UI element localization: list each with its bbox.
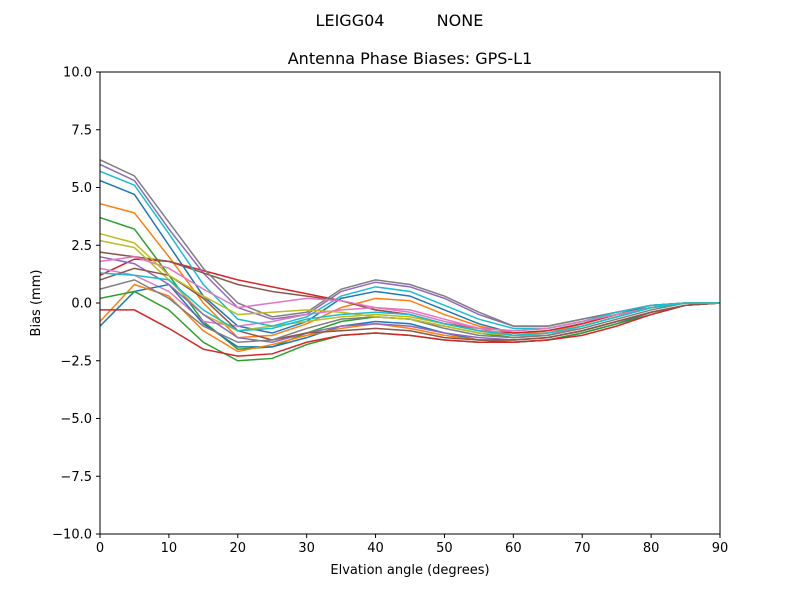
y-tick-label: 10.0 (63, 66, 92, 81)
x-axis-label: Elvation angle (degrees) (330, 563, 489, 578)
x-tick-label: 80 (643, 541, 660, 556)
y-tick-label: −7.5 (60, 470, 92, 485)
y-tick-label: 2.5 (71, 239, 92, 254)
y-tick-label: −5.0 (60, 412, 92, 427)
y-axis-label: Bias (mm) (29, 270, 44, 337)
y-axis: −10.0 −7.5 −5.0 −2.5 0.0 2.5 5.0 7.5 10.0 (52, 66, 100, 543)
y-tick-label: 0.0 (71, 297, 92, 312)
series-line-17 (99, 256, 720, 332)
series-line-10 (99, 170, 720, 330)
x-tick-label: 40 (367, 541, 384, 556)
plot-frame (99, 71, 721, 535)
x-tick-label: 90 (712, 541, 729, 556)
x-tick-label: 70 (574, 541, 591, 556)
chart-title: Antenna Phase Biases: GPS-L1 (288, 49, 533, 68)
x-tick-label: 60 (505, 541, 522, 556)
x-tick-label: 50 (436, 541, 453, 556)
suptitle-left: LEIGG04 (316, 11, 385, 30)
series-line-14 (100, 302, 721, 357)
x-tick-label: 10 (161, 541, 178, 556)
y-tick-label: −10.0 (52, 528, 92, 543)
x-axis: 0 10 20 30 40 50 60 70 80 90 (96, 534, 728, 556)
y-tick-label: 7.5 (71, 123, 92, 138)
series-lines (99, 159, 721, 362)
series-line-20 (99, 272, 720, 337)
x-tick-label: 20 (230, 541, 247, 556)
x-tick-label: 30 (298, 541, 315, 556)
series-line-16 (99, 267, 721, 341)
suptitle-right: NONE (437, 11, 484, 30)
x-tick-label: 0 (96, 541, 104, 556)
y-tick-label: 5.0 (71, 181, 92, 196)
y-tick-label: −2.5 (60, 354, 92, 369)
